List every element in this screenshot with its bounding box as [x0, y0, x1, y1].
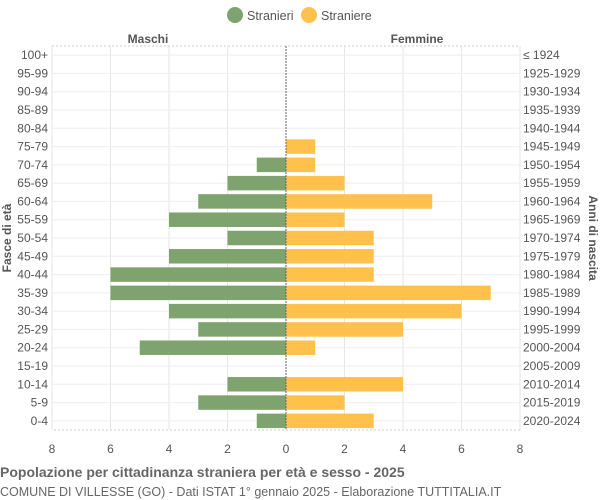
bar-male — [110, 285, 286, 301]
bar-female — [286, 212, 345, 227]
bar-female — [286, 139, 316, 154]
bar-female — [286, 413, 374, 429]
bar-female — [286, 285, 491, 301]
age-label: 55-59 — [17, 213, 48, 227]
bar-female — [286, 230, 374, 246]
bar-male — [169, 212, 286, 227]
birth-year-label: 2000-2004 — [523, 341, 581, 355]
x-tick-label: 2 — [341, 442, 348, 456]
age-label: 40-44 — [17, 268, 48, 282]
birth-year-label: 1945-1949 — [523, 140, 581, 154]
left-header: Maschi — [128, 32, 169, 46]
age-label: 15-19 — [17, 359, 48, 373]
birth-year-label: 2005-2009 — [523, 359, 581, 373]
bar-female — [286, 267, 374, 282]
birth-year-label: 2020-2024 — [523, 414, 581, 428]
x-tick-label: 4 — [400, 442, 407, 456]
age-label: 65-69 — [17, 176, 48, 190]
age-label: 25-29 — [17, 322, 48, 336]
bar-female — [286, 175, 345, 191]
bar-female — [286, 303, 462, 319]
bar-female — [286, 340, 316, 355]
bar-female — [286, 194, 433, 209]
x-tick-label: 2 — [224, 442, 231, 456]
age-label: 80-84 — [17, 121, 48, 135]
legend-label: Straniere — [321, 9, 372, 23]
birth-year-label: 1975-1979 — [523, 249, 581, 263]
birth-year-label: ≤ 1924 — [523, 48, 560, 62]
birth-year-label: 1960-1964 — [523, 194, 581, 208]
age-label: 30-34 — [17, 304, 48, 318]
birth-year-label: 1935-1939 — [523, 103, 581, 117]
bar-male — [110, 267, 286, 282]
bar-male — [198, 194, 286, 209]
birth-year-label: 1925-1929 — [523, 66, 581, 80]
legend-marker — [301, 7, 317, 23]
age-label: 95-99 — [17, 66, 48, 80]
age-label: 100+ — [21, 48, 48, 62]
x-tick-label: 4 — [166, 442, 173, 456]
bar-male — [139, 340, 286, 355]
birth-year-label: 1990-1994 — [523, 304, 581, 318]
bar-female — [286, 249, 374, 264]
bar-male — [256, 157, 286, 173]
age-label: 0-4 — [31, 414, 49, 428]
bar-male — [256, 413, 286, 429]
bar-female — [286, 395, 345, 410]
y-axis-title-right: Anni di nascita — [586, 195, 600, 281]
birth-year-label: 2015-2019 — [523, 396, 581, 410]
age-label: 60-64 — [17, 194, 48, 208]
bar-male — [227, 230, 286, 246]
bar-male — [198, 322, 286, 337]
bar-female — [286, 322, 403, 337]
x-tick-label: 6 — [458, 442, 465, 456]
age-label: 10-14 — [17, 377, 48, 391]
birth-year-label: 1995-1999 — [523, 322, 581, 336]
x-tick-label: 8 — [517, 442, 524, 456]
birth-year-label: 2010-2014 — [523, 377, 581, 391]
x-tick-label: 6 — [107, 442, 114, 456]
chart-title: Popolazione per cittadinanza straniera p… — [0, 464, 405, 480]
birth-year-label: 1965-1969 — [523, 213, 581, 227]
right-header: Femmine — [391, 32, 444, 46]
age-label: 45-49 — [17, 249, 48, 263]
bar-male — [227, 175, 286, 191]
birth-year-label: 1980-1984 — [523, 268, 581, 282]
bar-male — [169, 303, 286, 319]
age-label: 70-74 — [17, 158, 48, 172]
legend-marker — [227, 7, 243, 23]
bar-male — [198, 395, 286, 410]
x-tick-label: 8 — [49, 442, 56, 456]
age-label: 90-94 — [17, 85, 48, 99]
x-tick-label: 0 — [283, 442, 290, 456]
bar-female — [286, 157, 316, 173]
birth-year-label: 1970-1974 — [523, 231, 581, 245]
y-axis-title-left: Fasce di età — [0, 203, 14, 272]
bar-male — [169, 249, 286, 264]
bar-female — [286, 377, 403, 392]
age-label: 20-24 — [17, 341, 48, 355]
age-label: 35-39 — [17, 286, 48, 300]
birth-year-label: 1985-1989 — [523, 286, 581, 300]
age-label: 5-9 — [31, 396, 49, 410]
age-label: 85-89 — [17, 103, 48, 117]
bar-male — [227, 377, 286, 392]
age-label: 75-79 — [17, 140, 48, 154]
birth-year-label: 1955-1959 — [523, 176, 581, 190]
birth-year-label: 1950-1954 — [523, 158, 581, 172]
birth-year-label: 1930-1934 — [523, 85, 581, 99]
birth-year-label: 1940-1944 — [523, 121, 581, 135]
legend-label: Stranieri — [247, 9, 294, 23]
chart-subtitle: COMUNE DI VILLESSE (GO) - Dati ISTAT 1° … — [0, 485, 502, 499]
age-label: 50-54 — [17, 231, 48, 245]
